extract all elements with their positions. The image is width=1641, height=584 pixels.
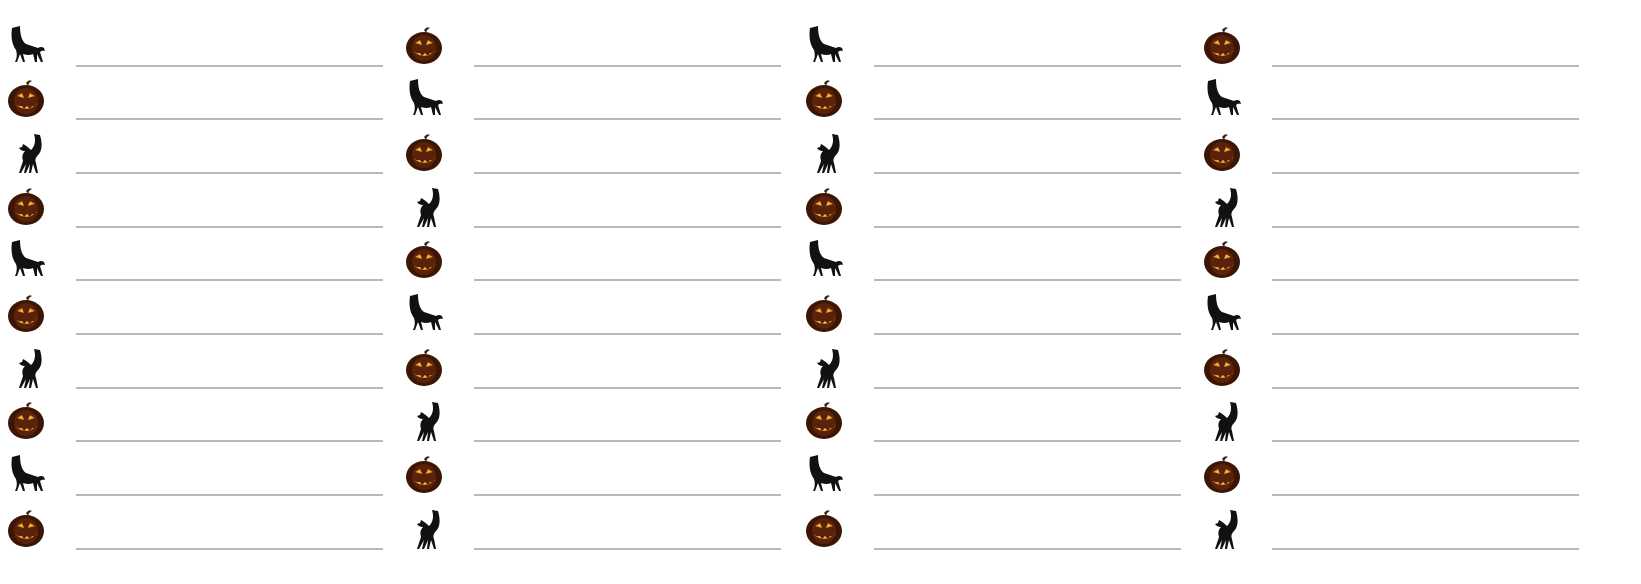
pumpkin-icon: [806, 510, 842, 547]
pumpkin-icon: [1204, 349, 1240, 386]
cat-icon: [19, 349, 42, 388]
pumpkin-icon: [806, 188, 842, 225]
cat-icon: [817, 134, 840, 173]
cat-icon: [12, 455, 46, 491]
answer-rows: [8, 26, 1579, 549]
pumpkin-icon: [1204, 27, 1240, 64]
pumpkin-icon: [406, 456, 442, 493]
cat-icon: [810, 26, 844, 62]
cat-icon: [1215, 510, 1238, 549]
cat-icon: [410, 294, 444, 330]
cat-icon: [12, 26, 46, 62]
pumpkin-icon: [806, 402, 842, 439]
cat-icon: [410, 79, 444, 115]
pumpkin-icon: [8, 80, 44, 117]
cat-icon: [817, 349, 840, 388]
cat-icon: [417, 188, 440, 227]
cat-icon: [417, 402, 440, 441]
pumpkin-icon: [406, 134, 442, 171]
cat-icon: [1215, 188, 1238, 227]
pumpkin-icon: [406, 27, 442, 64]
pumpkin-icon: [806, 80, 842, 117]
pumpkin-icon: [806, 295, 842, 332]
pumpkin-icon: [8, 295, 44, 332]
pumpkin-icon: [406, 241, 442, 278]
pumpkin-icon: [1204, 134, 1240, 171]
cat-icon: [12, 240, 46, 276]
pumpkin-icon: [8, 188, 44, 225]
worksheet: [0, 0, 1641, 584]
page: (() => { const svg = document.getElement…: [0, 0, 1641, 584]
pumpkin-icon: [1204, 241, 1240, 278]
cat-icon: [810, 240, 844, 276]
cat-icon: [810, 455, 844, 491]
pumpkin-icon: [406, 349, 442, 386]
cat-icon: [1208, 79, 1242, 115]
cat-icon: [19, 134, 42, 173]
pumpkin-icon: [8, 510, 44, 547]
pumpkin-icon: [1204, 456, 1240, 493]
pumpkin-icon: [8, 402, 44, 439]
cat-icon: [417, 510, 440, 549]
cat-icon: [1215, 402, 1238, 441]
cat-icon: [1208, 294, 1242, 330]
